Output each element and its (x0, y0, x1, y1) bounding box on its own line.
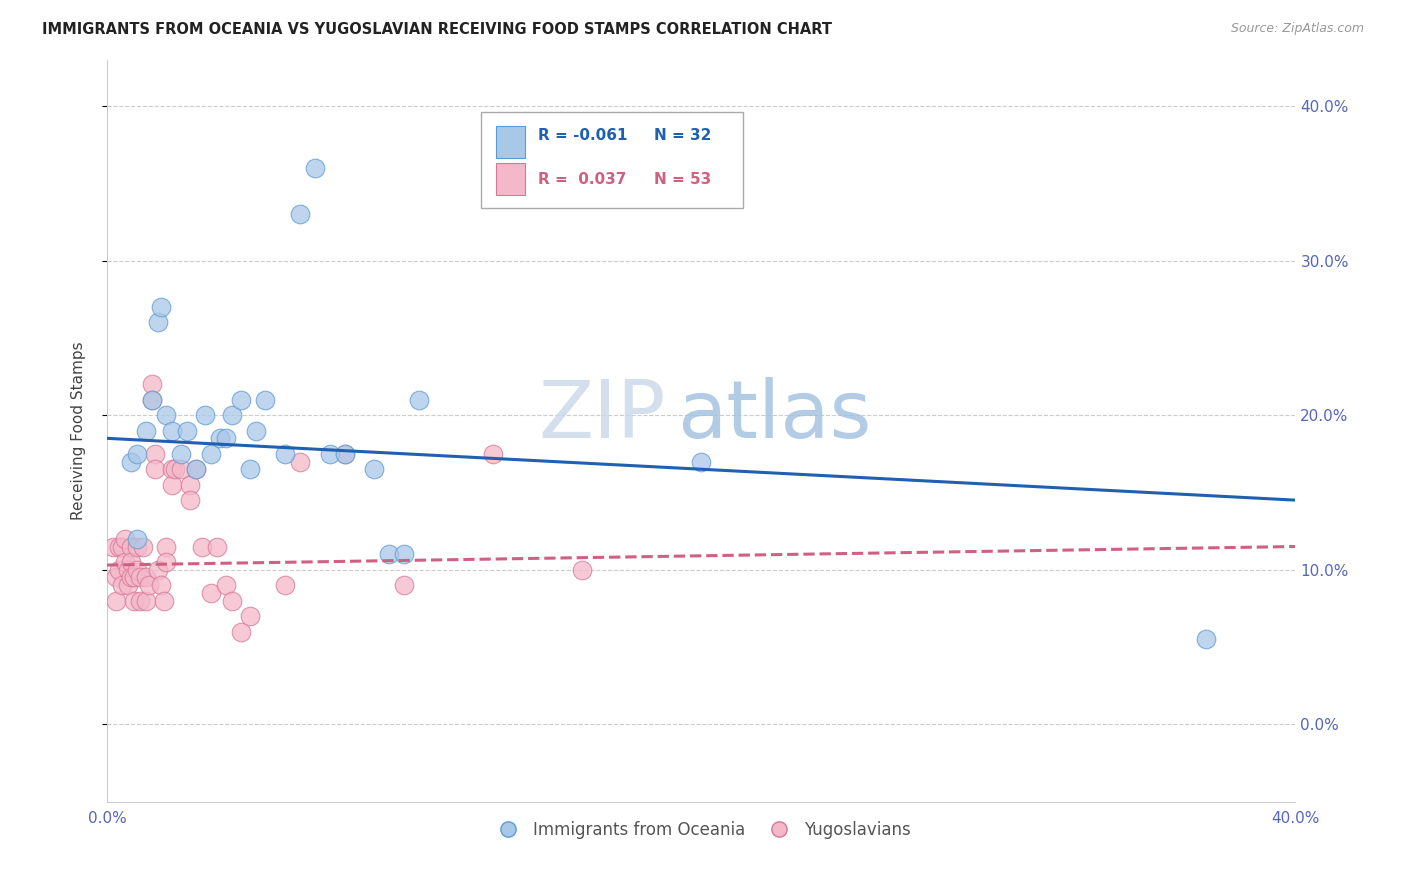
Text: ZIP: ZIP (538, 376, 665, 455)
Point (128, 570, 150, 584)
Point (108, 563, 131, 577)
Point (111, 540, 134, 554)
Text: IMMIGRANTS FROM OCEANIA VS YUGOSLAVIAN RECEIVING FOOD STAMPS CORRELATION CHART: IMMIGRANTS FROM OCEANIA VS YUGOSLAVIAN R… (42, 22, 832, 37)
Point (114, 555, 136, 569)
Text: R = -0.061: R = -0.061 (538, 128, 628, 143)
Point (120, 454, 142, 468)
Point (135, 593, 157, 607)
Point (149, 578, 172, 592)
Point (104, 570, 127, 584)
Point (120, 555, 142, 569)
Point (690, 454, 713, 468)
Point (319, 447, 342, 461)
Point (162, 477, 184, 491)
Text: N = 32: N = 32 (654, 128, 711, 143)
Point (141, 392, 163, 407)
Point (245, 424, 267, 438)
Point (363, 462, 385, 476)
Point (179, 493, 201, 508)
Point (125, 540, 148, 554)
Point (239, 462, 262, 476)
Point (274, 578, 297, 592)
Point (120, 570, 142, 584)
Point (571, 563, 593, 577)
Text: Source: ZipAtlas.com: Source: ZipAtlas.com (1230, 22, 1364, 36)
Point (221, 593, 243, 607)
Point (122, 570, 145, 584)
Point (239, 609, 262, 624)
Point (111, 578, 134, 592)
Point (146, 563, 169, 577)
Point (221, 408, 243, 422)
Bar (481, 112, 742, 208)
Point (333, 447, 356, 461)
Text: N = 53: N = 53 (654, 172, 711, 187)
Point (191, 540, 214, 554)
Point (162, 424, 184, 438)
Point (155, 408, 177, 422)
Point (482, 447, 505, 461)
Point (125, 447, 148, 461)
Point (138, 578, 160, 592)
Point (170, 447, 193, 461)
Point (114, 532, 136, 546)
Point (333, 447, 356, 461)
Point (120, 540, 142, 554)
Point (290, 207, 312, 221)
Bar (496, 127, 526, 158)
Text: R =  0.037: R = 0.037 (538, 172, 627, 187)
Point (392, 547, 415, 561)
Point (176, 424, 198, 438)
Point (125, 532, 148, 546)
Point (101, 540, 124, 554)
Point (274, 447, 297, 461)
Point (108, 540, 131, 554)
Point (186, 462, 208, 476)
Point (104, 593, 127, 607)
Legend: Immigrants from Oceania, Yugoslavians: Immigrants from Oceania, Yugoslavians (485, 814, 918, 846)
Point (408, 392, 430, 407)
Point (215, 578, 238, 592)
Point (155, 555, 177, 569)
Point (208, 431, 231, 445)
Point (135, 424, 157, 438)
Point (141, 392, 163, 407)
Point (155, 540, 177, 554)
Point (117, 578, 139, 592)
Point (146, 315, 169, 329)
Text: atlas: atlas (678, 376, 872, 455)
Point (179, 477, 201, 491)
Point (132, 540, 155, 554)
Point (194, 408, 217, 422)
Point (304, 161, 326, 175)
Point (392, 578, 415, 592)
Point (143, 447, 166, 461)
Point (162, 462, 184, 476)
Point (170, 462, 193, 476)
Bar (496, 163, 526, 194)
Point (200, 586, 222, 600)
Point (378, 547, 401, 561)
Point (128, 593, 150, 607)
Point (135, 570, 157, 584)
Point (143, 462, 166, 476)
Point (149, 300, 172, 314)
Point (215, 431, 238, 445)
Point (152, 593, 174, 607)
Point (200, 447, 222, 461)
Point (165, 462, 187, 476)
Point (186, 462, 208, 476)
Point (290, 454, 312, 468)
Point (125, 563, 148, 577)
Point (253, 392, 276, 407)
Point (1195, 632, 1218, 647)
Point (141, 377, 163, 392)
Point (205, 540, 228, 554)
Point (117, 563, 139, 577)
Point (229, 624, 252, 639)
Point (122, 593, 145, 607)
Point (229, 392, 252, 407)
Y-axis label: Receiving Food Stamps: Receiving Food Stamps (72, 342, 86, 520)
